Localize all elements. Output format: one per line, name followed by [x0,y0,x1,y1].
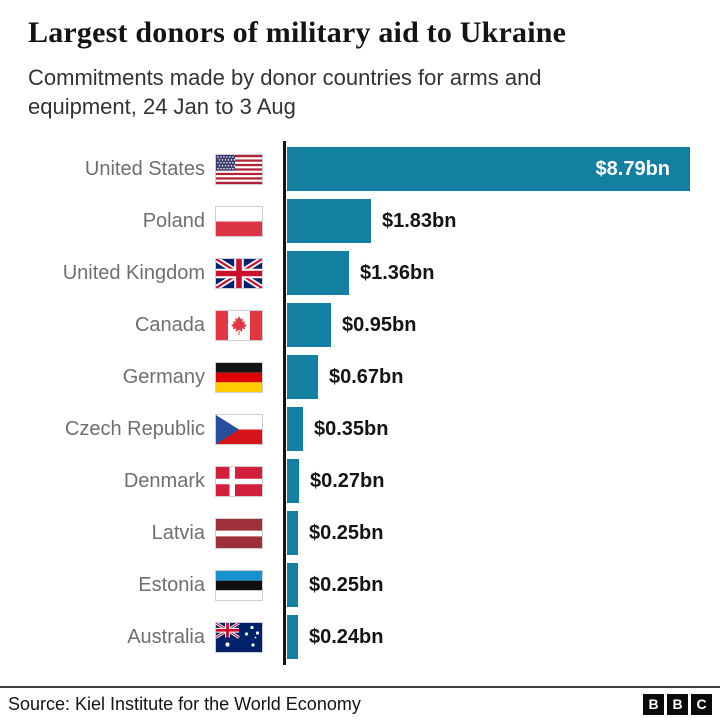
germany-flag-icon [215,362,263,393]
bar [287,147,690,191]
value-label: $0.67bn [329,366,404,388]
chart-title: Largest donors of military aid to Ukrain… [28,16,567,49]
bar-chart: United States $8.79bn Poland $1.83bn United … [0,141,720,667]
value-label: $0.25bn [309,574,384,596]
value-label: $8.79bn [595,158,670,180]
country-label: United States [84,158,205,180]
country-label: Estonia [138,574,205,596]
value-label: $0.35bn [314,418,389,440]
canada-flag-icon [215,310,263,341]
value-label: $1.36bn [360,262,435,284]
value-label: $0.95bn [342,314,417,336]
chart-row: Poland $1.83bn [0,195,720,247]
denmark-flag-icon [215,466,263,497]
country-label: Germany [122,366,205,388]
latvia-flag-icon [215,518,263,549]
bar [287,615,298,659]
estonia-flag-icon [215,570,263,601]
country-label: Denmark [123,470,205,492]
us-flag-icon [215,154,263,185]
uk-flag-icon [215,258,263,289]
chart-subtitle: Commitments made by donor countries for … [28,65,542,119]
bar [287,511,298,555]
country-label: Czech Republic [64,418,205,440]
country-label: Poland [142,210,205,232]
chart-row: Latvia $0.25bn [0,507,720,559]
y-axis-line [283,141,286,665]
bar [287,199,371,243]
australia-flag-icon [215,622,263,653]
source-label: Source: Kiel Institute for the World Eco… [8,693,361,714]
value-label: $0.24bn [309,626,384,648]
value-label: $0.27bn [310,470,385,492]
bbc-logo-block-c: C [691,693,712,715]
poland-flag-icon [215,206,263,237]
country-label: Latvia [151,522,205,544]
bar [287,251,349,295]
country-label: Australia [127,626,205,648]
bar [287,355,318,399]
chart-row: United States $8.79bn [0,143,720,195]
chart-row: Australia $0.24bn [0,611,720,663]
value-label: $1.83bn [382,210,457,232]
chart-row: Germany $0.67bn [0,351,720,403]
chart-row: United Kingdom $1.36bn [0,247,720,299]
bar [287,303,331,347]
bbc-logo-block-b1: B [643,693,664,715]
country-label: United Kingdom [62,262,205,284]
bar [287,407,303,451]
bar [287,459,299,503]
value-label: $0.25bn [309,522,384,544]
footer: Source: Kiel Institute for the World Eco… [0,686,720,720]
bar [287,563,298,607]
chart-rows: United States $8.79bn Poland $1.83bn United … [0,143,720,663]
chart-row: Estonia $0.25bn [0,559,720,611]
chart-row: Czech Republic $0.35bn [0,403,720,455]
czech-flag-icon [215,414,263,445]
chart-row: Denmark $0.27bn [0,455,720,507]
country-label: Canada [134,314,205,336]
bbc-logo: B B C [643,693,712,715]
chart-row: Canada $0.95bn [0,299,720,351]
bbc-logo-block-b2: B [667,693,688,715]
